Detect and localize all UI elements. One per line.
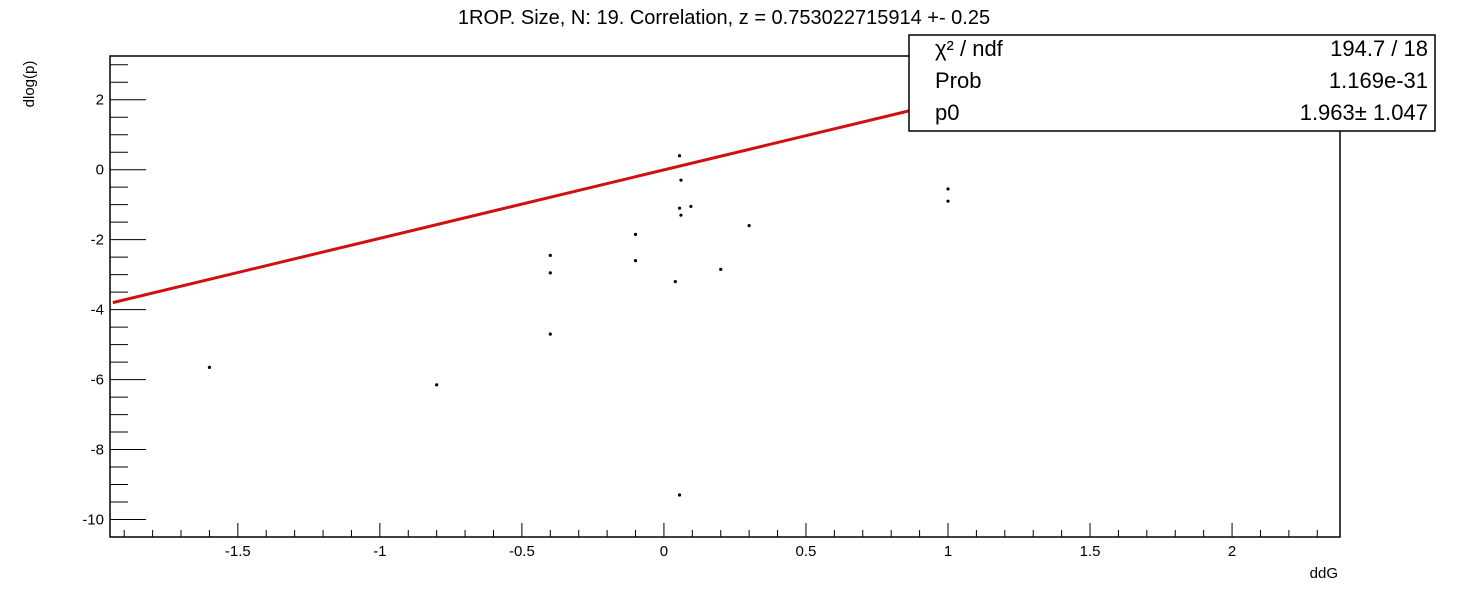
x-tick-label: -0.5 bbox=[509, 543, 535, 560]
x-tick-label: 1 bbox=[944, 543, 952, 560]
data-point bbox=[207, 365, 212, 369]
y-axis-label: dlog(p) bbox=[21, 61, 38, 108]
y-axis: -10 -8 -6 -4 -2 0 2 bbox=[82, 64, 146, 538]
x-tick-label: 1.5 bbox=[1080, 543, 1101, 560]
data-point bbox=[548, 253, 552, 257]
data-point bbox=[679, 178, 683, 182]
data-point bbox=[747, 224, 751, 228]
y-tick-label: -6 bbox=[91, 372, 104, 389]
stats-row-value: 1.169e-31 bbox=[1329, 68, 1428, 93]
data-point bbox=[548, 332, 552, 336]
y-tick-label: 0 bbox=[96, 162, 104, 179]
stats-box: χ² / ndf 194.7 / 18 Prob 1.169e-31 p0 1.963± … bbox=[908, 34, 1436, 132]
data-point bbox=[946, 187, 950, 191]
data-point bbox=[677, 206, 682, 210]
x-axis-label: ddG bbox=[1310, 565, 1338, 582]
x-tick-label: -1 bbox=[373, 543, 386, 560]
data-point bbox=[673, 280, 677, 284]
data-point bbox=[719, 267, 723, 271]
x-tick-label: 2 bbox=[1228, 543, 1236, 560]
y-tick-label: -10 bbox=[82, 512, 104, 529]
y-tick-label: -2 bbox=[91, 232, 104, 249]
stats-box-frame bbox=[908, 34, 1436, 132]
data-point bbox=[633, 232, 638, 237]
x-tick-label: 0.5 bbox=[796, 543, 817, 560]
x-tick-label: 0 bbox=[660, 543, 668, 560]
chart-title: 1ROP. Size, N: 19. Correlation, z = 0.75… bbox=[458, 7, 990, 29]
stats-row-label: χ² / ndf bbox=[935, 36, 1004, 61]
data-point bbox=[633, 259, 638, 263]
stats-row-value: 1.963± 1.047 bbox=[1300, 100, 1428, 125]
stats-row-label: p0 bbox=[935, 100, 959, 125]
data-point bbox=[679, 213, 683, 217]
stats-rows: χ² / ndf 194.7 / 18 Prob 1.169e-31 p0 1.963± … bbox=[935, 36, 1428, 125]
data-point bbox=[677, 493, 682, 497]
data-point bbox=[677, 154, 682, 158]
data-point bbox=[435, 383, 439, 387]
plot-frame bbox=[109, 55, 1341, 538]
x-axis: -1.5 -1 -0.5 0 0.5 1 1.5 2 bbox=[123, 523, 1318, 560]
data-point bbox=[946, 199, 950, 203]
stats-row-label: Prob bbox=[935, 68, 981, 93]
y-tick-label: 2 bbox=[96, 92, 104, 109]
y-tick-label: -8 bbox=[91, 442, 104, 459]
data-point bbox=[548, 271, 552, 275]
scatter-points bbox=[207, 154, 950, 497]
y-tick-label: -4 bbox=[91, 302, 104, 319]
data-point bbox=[689, 204, 693, 209]
stats-row-value: 194.7 / 18 bbox=[1330, 36, 1428, 61]
x-tick-label: -1.5 bbox=[225, 543, 251, 560]
